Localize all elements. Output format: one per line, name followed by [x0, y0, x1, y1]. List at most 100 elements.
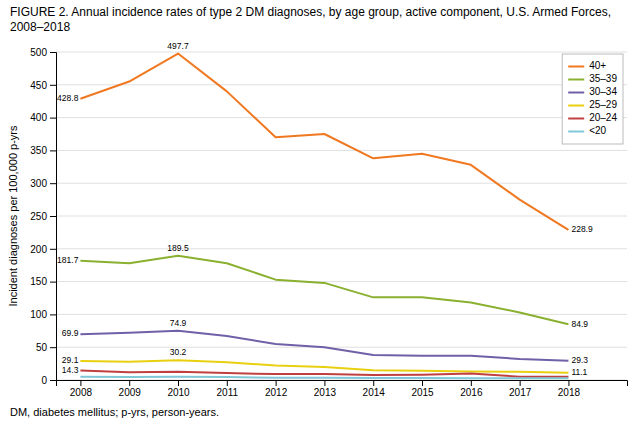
annotation: 228.9 — [571, 224, 593, 234]
annotation: 84.9 — [571, 319, 588, 329]
grid-line — [56, 314, 627, 315]
legend-swatch — [568, 79, 584, 81]
x-tick: 2017 — [509, 380, 532, 398]
x-tick: 2015 — [411, 380, 434, 398]
x-tick-mark — [373, 380, 374, 386]
x-tick: 2011 — [217, 380, 239, 398]
y-tick-mark — [50, 216, 56, 217]
x-tick: 2010 — [167, 380, 190, 398]
grid — [56, 52, 627, 380]
annotation: 29.1 — [62, 355, 79, 365]
legend-swatch — [568, 66, 584, 68]
chart: FIGURE 2. Annual incidence rates of type… — [0, 0, 635, 424]
grid-line — [56, 84, 627, 85]
x-tick-label: 2011 — [217, 387, 239, 398]
x-tick-mark — [520, 380, 521, 386]
grid-line — [56, 347, 627, 348]
legend-label: 35–39 — [589, 73, 617, 84]
series-line — [80, 371, 568, 377]
x-tick-mark — [178, 380, 179, 386]
x-tick: 2014 — [363, 380, 386, 398]
y-tick: 200 — [30, 244, 56, 255]
y-tick: 450 — [30, 80, 56, 91]
legend-label: <20 — [589, 125, 606, 136]
x-tick: 2012 — [265, 380, 288, 398]
grid-line — [56, 216, 627, 217]
y-tick-label: 350 — [30, 145, 47, 156]
legend-label: 20–24 — [589, 112, 617, 123]
series-line — [80, 256, 568, 325]
annotation: 14.3 — [62, 365, 79, 375]
annotation: 497.7 — [167, 41, 189, 51]
x-tick: 2009 — [119, 380, 142, 398]
y-tick-label: 400 — [30, 112, 47, 123]
y-tick-label: 150 — [30, 276, 47, 287]
x-axis-line — [57, 381, 628, 387]
y-tick: 50 — [36, 342, 56, 353]
y-tick-label: 100 — [30, 309, 47, 320]
y-axis-line — [50, 53, 57, 381]
y-tick-label: 200 — [30, 244, 47, 255]
y-tick-label: 50 — [36, 342, 48, 353]
y-tick: 150 — [30, 276, 56, 287]
footnote: DM, diabetes mellitus; p-yrs, person-yea… — [10, 406, 219, 418]
x-tick-mark — [324, 380, 325, 386]
y-tick-mark — [50, 183, 56, 184]
y-axis: 0 50 100 150 200 250 300 350 400 450 500 — [30, 47, 56, 386]
x-tick-label: 2012 — [265, 387, 288, 398]
x-tick-mark — [422, 380, 423, 386]
grid-line — [56, 183, 627, 184]
series-line — [80, 360, 568, 373]
y-tick-mark — [50, 282, 56, 283]
legend-label: 30–34 — [589, 86, 617, 97]
legend-swatch — [568, 105, 584, 107]
grid-line — [56, 248, 627, 249]
series-line — [80, 377, 568, 379]
x-tick-label: 2018 — [558, 387, 581, 398]
x-tick-label: 2010 — [167, 387, 190, 398]
grid-line — [56, 52, 627, 53]
y-tick: 500 — [30, 47, 56, 58]
x-tick-label: 2015 — [411, 387, 434, 398]
grid-line — [56, 281, 627, 282]
y-tick: 0 — [41, 375, 56, 386]
y-tick-mark — [50, 249, 56, 250]
x-tick-mark — [227, 380, 228, 386]
x-tick: 2013 — [314, 380, 337, 398]
x-tick-mark — [129, 380, 130, 386]
y-tick-label: 450 — [30, 80, 47, 91]
x-tick-mark — [471, 380, 472, 386]
y-tick-mark — [50, 85, 56, 86]
y-tick-mark — [50, 380, 56, 381]
annotation: 69.9 — [62, 328, 79, 338]
title-line: FIGURE 2. Annual incidence rates of type… — [10, 5, 611, 19]
annotation: 74.9 — [170, 318, 187, 328]
legend-swatch — [568, 131, 584, 133]
annotation: 181.7 — [57, 255, 79, 265]
x-tick: 2008 — [70, 380, 93, 398]
y-tick-mark — [50, 52, 56, 53]
x-tick-label: 2017 — [509, 387, 532, 398]
annotation: 30.2 — [170, 347, 187, 357]
y-tick-label: 500 — [30, 47, 47, 58]
plot-area — [80, 54, 568, 379]
legend-swatch — [568, 118, 584, 120]
legend-label: 25–29 — [589, 99, 617, 110]
annotation: 29.3 — [571, 355, 588, 365]
x-tick-mark — [568, 380, 569, 386]
legend: 40+35–3930–3425–2920–24<20 — [562, 54, 623, 144]
y-tick-label: 250 — [30, 211, 47, 222]
y-tick: 300 — [30, 178, 56, 189]
x-tick-label: 2013 — [314, 387, 337, 398]
x-tick: 2018 — [558, 380, 581, 398]
annotation: 11.1 — [571, 367, 587, 377]
grid-line — [56, 117, 627, 118]
x-tick-label: 2009 — [119, 387, 142, 398]
x-tick: 2016 — [460, 380, 483, 398]
x-axis: 2008 2009 2010 2011 2012 2013 2014 2015 2016 2017… — [57, 380, 628, 398]
x-tick-mark — [276, 380, 277, 386]
grid-line — [56, 150, 627, 151]
y-tick: 350 — [30, 145, 56, 156]
y-tick: 100 — [30, 309, 56, 320]
series-line — [80, 54, 568, 230]
